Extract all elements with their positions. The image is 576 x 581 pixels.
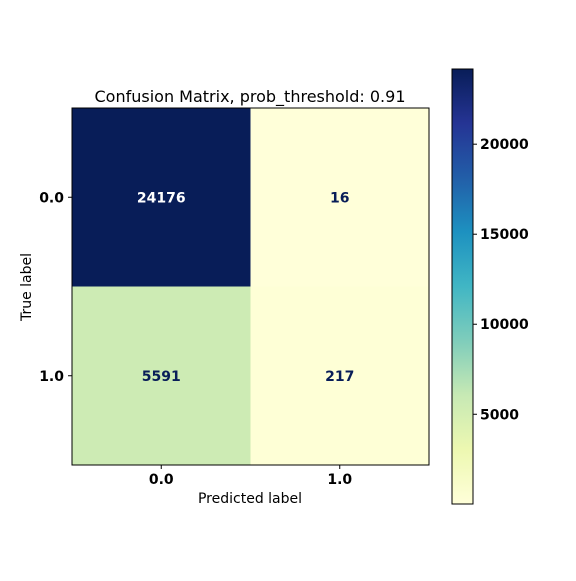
heatmap-cell: [250, 108, 429, 287]
cell-value-label: 217: [325, 369, 354, 385]
colorbar: [451, 68, 474, 505]
chart-title: Confusion Matrix, prob_threshold: 0.91: [95, 87, 406, 107]
colorbar-tick-label: 15000: [480, 227, 529, 243]
heatmap-cell: [250, 286, 429, 465]
y-axis-label: True label: [19, 253, 35, 322]
x-tick-label: 1.0: [327, 472, 352, 488]
colorbar-tick-label: 10000: [480, 317, 529, 333]
x-axis-label: Predicted label: [198, 491, 302, 507]
y-tick-label: 1.0: [39, 369, 64, 385]
y-tick-label: 0.0: [39, 190, 64, 206]
plot-frame: [71, 107, 430, 466]
colorbar-tick-label: 5000: [480, 407, 519, 423]
colorbar-ticks: 5000 10000 15000 20000: [473, 137, 529, 423]
heatmap-cells: 24176 16 5591 217: [72, 108, 429, 465]
cell-value-label: 5591: [142, 369, 181, 385]
heatmap-cell: [72, 108, 251, 287]
y-axis-ticks: 0.0 1.0: [39, 190, 72, 385]
heatmap-cell: [72, 286, 251, 465]
x-tick-label: 0.0: [149, 472, 174, 488]
cell-value-label: 16: [330, 190, 349, 206]
x-axis-ticks: 0.0 1.0: [149, 465, 352, 488]
cell-value-label: 24176: [137, 190, 186, 206]
colorbar-tick-label: 20000: [480, 137, 529, 153]
